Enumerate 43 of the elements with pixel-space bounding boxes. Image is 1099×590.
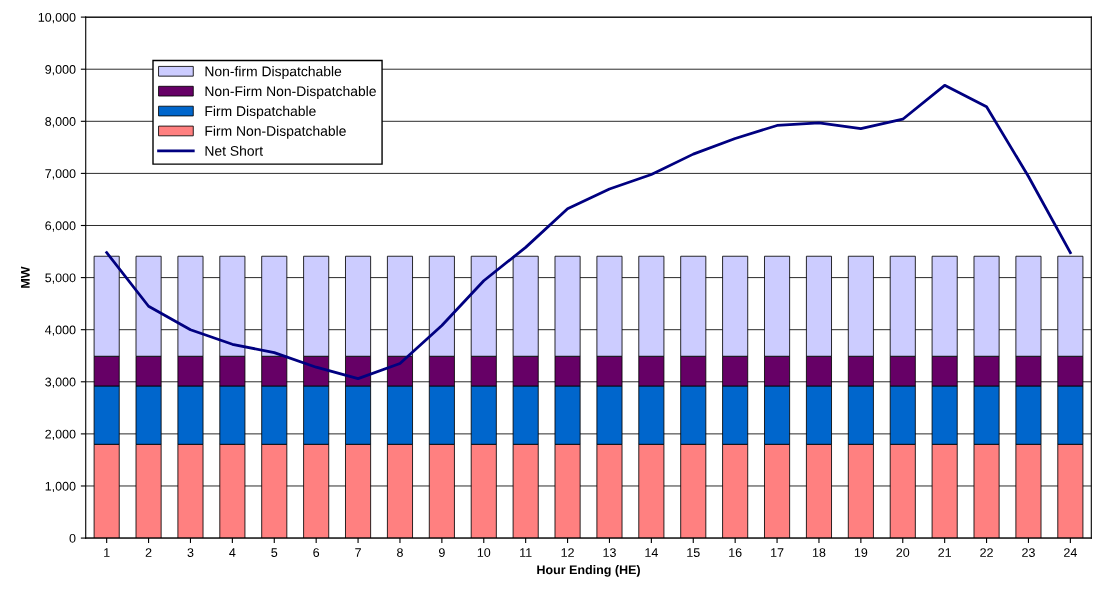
- x-tick-label: 20: [896, 548, 910, 557]
- y-tick-label: 2,000: [45, 429, 76, 441]
- y-tick-label: 5,000: [45, 273, 76, 284]
- x-tick-label: 4: [229, 548, 236, 557]
- legend-label: Non-Firm Non-Dispatchable: [205, 85, 376, 99]
- y-tick-label: 7,000: [45, 169, 76, 180]
- y-tick-label: 8,000: [45, 117, 76, 128]
- x-tick-label: 12: [561, 548, 574, 557]
- x-tick-label: 2: [145, 548, 152, 557]
- legend-label: Firm Dispatchable: [205, 105, 316, 119]
- y-tick-label: 1,000: [45, 481, 76, 493]
- x-tick-label: 1: [104, 548, 110, 557]
- x-tick-label: 3: [187, 548, 194, 557]
- legend-label: Non-firm Dispatchable: [205, 66, 342, 80]
- y-tick-label: 10,000: [38, 12, 76, 24]
- x-tick-label: 11: [520, 548, 532, 557]
- x-tick-label: 6: [313, 548, 320, 557]
- y-axis-title: MW: [21, 266, 30, 288]
- x-tick-label: 7: [355, 548, 361, 557]
- x-tick-label: 15: [687, 548, 700, 557]
- x-tick-label: 23: [1022, 548, 1035, 557]
- legend-label: Firm Non-Dispatchable: [205, 125, 346, 139]
- x-tick-label: 18: [812, 548, 826, 557]
- x-tick-label: 16: [729, 548, 742, 557]
- x-tick-label: 21: [938, 548, 951, 557]
- x-tick-label: 17: [771, 548, 784, 557]
- line-series: [105, 83, 1072, 381]
- x-tick-label: 13: [603, 548, 616, 557]
- x-tick-label: 24: [1064, 548, 1077, 557]
- x-tick-label: 14: [645, 548, 658, 557]
- y-tick-label: 6,000: [45, 221, 76, 232]
- x-tick-label: 10: [477, 548, 491, 557]
- y-tick-label: 0: [69, 533, 76, 543]
- x-tick-label: 9: [438, 548, 445, 557]
- x-tick-label: 5: [271, 548, 278, 557]
- y-tick-label: 4,000: [45, 325, 76, 336]
- x-tick-label: 19: [854, 548, 868, 557]
- x-axis-title: Hour Ending (HE): [537, 565, 640, 577]
- legend-label: Net Short: [205, 145, 263, 156]
- x-tick-label: 8: [397, 548, 403, 557]
- y-tick-label: 9,000: [45, 65, 76, 76]
- y-tick-label: 3,000: [45, 377, 76, 388]
- x-tick-label: 22: [980, 548, 993, 557]
